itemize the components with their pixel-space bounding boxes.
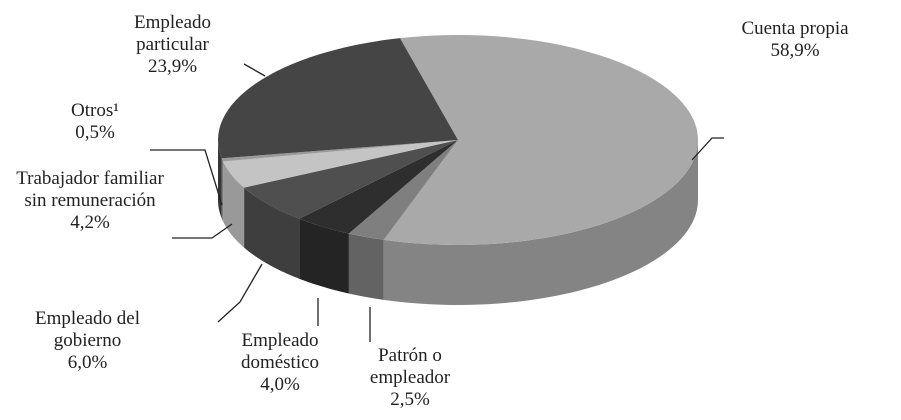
pie-slice — [244, 140, 458, 219]
value-label: 0,5% — [75, 122, 115, 143]
value-label: 23,9% — [147, 56, 198, 77]
category-label: Trabajador familiar sin remuneración — [16, 168, 164, 211]
category-label: Otros¹ — [71, 100, 119, 121]
leader-line — [691, 137, 724, 161]
category-label: Empleado particular — [133, 12, 212, 55]
category-label: Patrón o empleador — [369, 345, 451, 388]
value-label: 4,2% — [70, 212, 110, 233]
pie-slice — [348, 140, 458, 240]
leader-line — [150, 149, 223, 206]
leader-line — [217, 263, 263, 323]
value-label: 4,0% — [260, 374, 300, 395]
slice-label: Trabajador familiar sin remuneración 4,2% — [10, 168, 170, 234]
slice-label: Empleado doméstico 4,0% — [225, 330, 335, 396]
leader-line — [172, 223, 233, 239]
slice-label: Otros¹ 0,5% — [45, 100, 145, 144]
slice-label: Patrón o empleador 2,5% — [345, 345, 475, 411]
value-label: 2,5% — [390, 389, 430, 410]
category-label: Empleado del gobierno — [35, 308, 140, 351]
pie-side — [244, 187, 300, 279]
pie-side — [348, 233, 384, 300]
value-label: 58,9% — [770, 40, 820, 61]
pie-side — [383, 140, 698, 305]
leader-line — [243, 63, 266, 77]
value-label: 6,0% — [67, 352, 108, 373]
category-label: Cuenta propia — [741, 18, 849, 39]
category-label: Empleado doméstico — [240, 330, 320, 373]
pie-side — [299, 218, 349, 294]
pie-slice — [221, 140, 458, 162]
pie-slice — [223, 140, 458, 188]
slice-label: Cuenta propia 58,9% — [715, 18, 875, 62]
pie-slice — [299, 140, 458, 234]
pie-side — [218, 140, 222, 219]
slice-label: Empleado particular 23,9% — [105, 12, 240, 78]
pie-slice — [218, 38, 458, 159]
pie-slice — [383, 35, 699, 246]
pie-side — [221, 158, 224, 222]
slice-label: Empleado del gobierno 6,0% — [10, 308, 165, 374]
